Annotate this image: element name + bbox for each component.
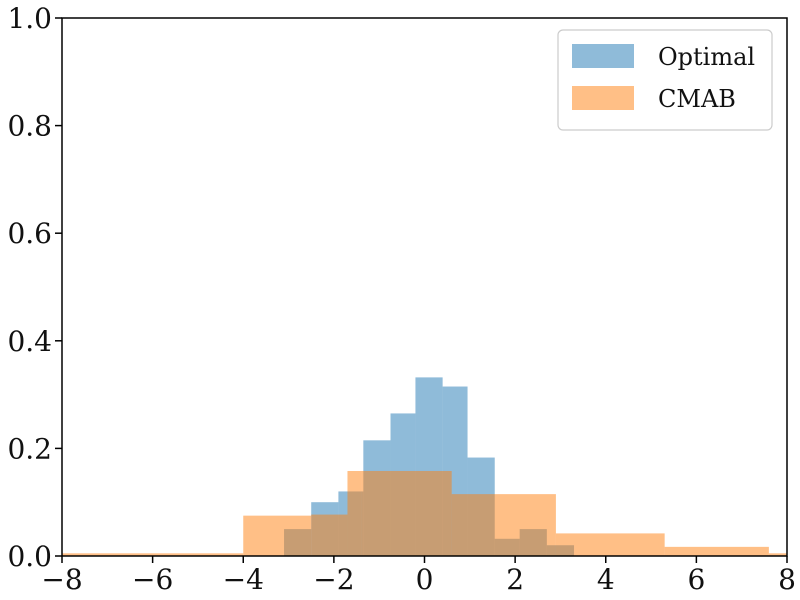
- x-tick-label: −8: [41, 563, 82, 596]
- x-tick-label: 0: [416, 563, 434, 596]
- x-tick-label: −6: [132, 563, 173, 596]
- legend-label-cmab: CMAB: [658, 85, 736, 113]
- x-tick-label: 8: [778, 563, 796, 596]
- bar-cmab-8: [664, 546, 769, 556]
- bar-cmab-3: [347, 470, 362, 556]
- axis-ticks: −8 −6 −4 −2 0 2 4 6 8 0.0 0.2 0.4 0.6 0.8 1.0: [7, 2, 795, 596]
- legend: Optimal CMAB: [557, 29, 773, 131]
- legend-swatch-cmab: [572, 86, 634, 110]
- legend-swatch-optimal: [572, 44, 634, 68]
- bar-cmab-7: [555, 533, 665, 556]
- y-tick-label: 0.6: [7, 217, 52, 250]
- y-tick-label: 0.2: [7, 432, 52, 465]
- bars-layer: [62, 377, 787, 556]
- series-cmab: [62, 470, 787, 556]
- bar-cmab-2: [311, 514, 348, 556]
- x-tick-label: 6: [687, 563, 705, 596]
- bar-cmab-9: [768, 553, 787, 556]
- bar-cmab-4: [361, 470, 452, 556]
- legend-label-optimal: Optimal: [658, 43, 755, 71]
- bar-cmab-1: [243, 515, 312, 556]
- x-tick-label: 2: [506, 563, 524, 596]
- x-tick-label: −4: [223, 563, 264, 596]
- y-tick-label: 0.4: [7, 325, 52, 358]
- bar-cmab-5: [451, 494, 497, 556]
- bar-cmab-6: [497, 494, 556, 556]
- bar-cmab-0: [62, 553, 244, 556]
- y-tick-label: 0.8: [7, 110, 52, 143]
- y-tick-label: 1.0: [7, 2, 52, 35]
- x-tick-label: 4: [597, 563, 615, 596]
- x-tick-label: −2: [313, 563, 354, 596]
- y-tick-label: 0.0: [7, 540, 52, 573]
